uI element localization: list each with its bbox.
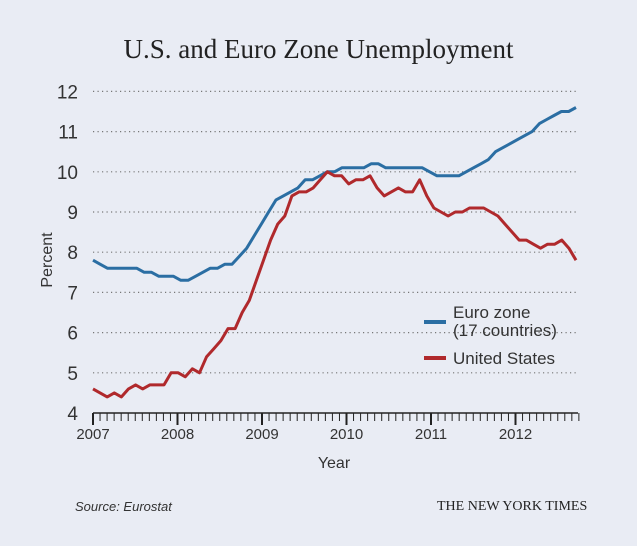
y-tick-label: 4: [67, 404, 78, 425]
y-tick-label: 8: [67, 243, 78, 264]
y-tick-label: 10: [57, 163, 78, 184]
euro-zone-line: [92, 106, 577, 282]
chart-title: U.S. and Euro Zone Unemployment: [123, 34, 514, 64]
y-tick-label: 7: [67, 283, 78, 304]
legend-label: United States: [453, 349, 555, 368]
x-tick-label: 2009: [245, 426, 278, 443]
y-tick-label: 6: [67, 324, 78, 345]
legend-label: Euro zone: [453, 303, 531, 322]
legend-label-line2: (17 countries): [453, 321, 557, 340]
y-tick-label: 5: [67, 364, 78, 385]
x-tick-label: 2011: [415, 426, 447, 443]
x-axis-label: Year: [318, 455, 351, 472]
x-tick-label: 2007: [76, 426, 109, 443]
y-tick-label: 11: [58, 123, 78, 144]
x-tick-label: 2010: [330, 426, 363, 443]
y-axis-label: Percent: [39, 232, 56, 288]
x-tick-label: 2008: [161, 426, 194, 443]
publisher-credit: THE NEW YORK TIMES: [437, 499, 588, 514]
y-tick-label: 9: [67, 203, 78, 224]
united-states-line: [92, 170, 578, 399]
y-tick-label: 12: [57, 82, 78, 103]
source-note: Source: Eurostat: [75, 499, 172, 514]
x-tick-label: 2012: [499, 426, 532, 443]
